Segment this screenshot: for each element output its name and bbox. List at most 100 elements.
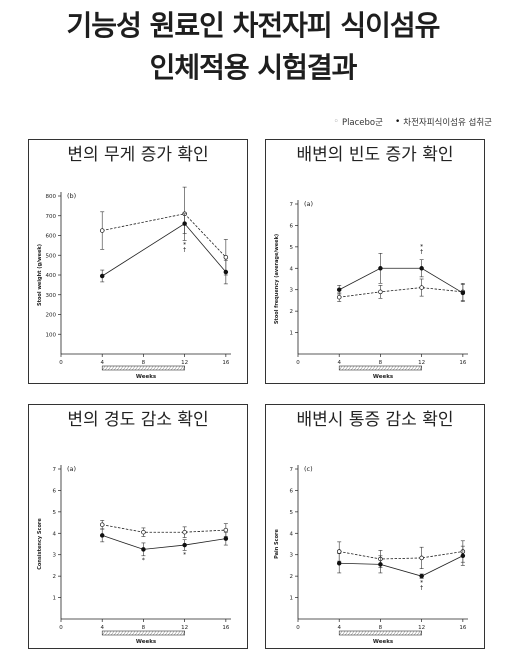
placebo-point [223,254,229,260]
significance-mark: † [183,246,186,253]
hatch-line [402,630,406,636]
hatch-line [120,365,124,371]
hatch-line [342,630,346,636]
treatment-point [223,536,229,541]
x-tick-label: 12 [181,625,188,631]
hatch-line [126,365,130,371]
y-tick-label: 4 [53,531,57,537]
hatch-line [378,630,382,636]
chart-panel-stool-weight: 변의 무게 증가 확인 (b) 100 200 300 400 500 600 700 800 0… [28,139,248,384]
y-tick-label: 300 [46,293,57,299]
legend-label-placebo: Placebo군 [341,118,383,128]
hatch-line [153,630,157,636]
hatch-line [123,630,127,636]
hatch-line [354,365,358,371]
hatch-line [360,365,364,371]
x-tick-label: 16 [222,360,229,366]
x-tick-label: 8 [142,360,146,366]
hatch-line [102,365,106,371]
treatment-line [339,555,464,577]
hatch-line [375,630,379,636]
significance-mark: † [420,249,423,256]
panel-label: (a) [67,465,76,473]
y-tick-label: 4 [290,266,294,272]
y-tick-label: 3 [290,288,294,294]
y-tick-label: 5 [290,245,294,251]
hatch-line [147,365,151,371]
hatch-line [390,630,394,636]
x-tick-label: 16 [222,625,229,631]
placebo-point [99,228,105,233]
placebo-point [419,555,424,561]
hatch-line [117,630,121,636]
hatch-line [387,365,391,371]
placebo-line [102,524,226,533]
hatch-line [180,365,184,371]
legend-label-treatment: 차전자피식이섬유 섭취군 [403,118,492,128]
hatch-line [168,630,172,636]
hatch-line [132,630,136,636]
hatch-line [144,630,148,636]
panel-label: (b) [67,192,76,200]
hatch-line [117,365,121,371]
hatch-line [114,365,118,371]
hatch-line [360,630,364,636]
y-tick-label: 400 [46,273,57,279]
treatment-point [336,287,342,292]
significance-mark: * [183,241,186,248]
hatch-line [159,630,163,636]
treatment-marker-icon: • [394,116,401,127]
hatch-line [363,365,367,371]
hatch-line [171,630,175,636]
significance-mark: * [420,579,423,586]
significance-mark: * [420,244,423,251]
y-tick-label: 1 [53,596,57,602]
hatch-line [345,630,349,636]
treatment-point [378,562,383,567]
y-tick-label: 3 [53,553,57,559]
hatch-line [414,365,418,371]
main-title-line-2: 인체적용 시험결과 [149,51,358,84]
treatment-line [102,535,226,550]
hatch-line [399,365,403,371]
hatch-line [147,630,151,636]
treatment-point [182,542,187,548]
legend-item-treatment: • 차전자피식이섬유 섭취군 [395,116,492,128]
x-tick-label: 8 [379,360,383,366]
x-axis-label: Weeks [373,639,394,645]
y-axis-label: Stool frequency (average/week) [274,234,280,324]
panel-title: 배변의 빈도 증가 확인 [296,145,454,165]
hatch-line [411,630,415,636]
hatch-line [351,365,355,371]
hatch-line [408,365,412,371]
hatch-line [399,630,403,636]
panel-label: (a) [304,200,313,208]
y-tick-label: 600 [46,234,57,240]
hatch-line [357,365,361,371]
hatch-line [339,630,343,636]
hatch-line [129,365,133,371]
y-tick-label: 1 [290,596,294,602]
hatch-line [177,365,181,371]
chart-panel-stool-frequency: 배변의 빈도 증가 확인 (a) 1 2 3 4 5 6 7 0 4 8 12 16 Weeks Stool… [265,139,485,384]
x-tick-label: 4 [337,625,341,631]
treatment-line [339,267,464,294]
placebo-point [141,529,146,535]
treatment-point [460,290,466,296]
legend-item-placebo: ◦ Placebo군 [334,116,383,128]
hatch-line [135,630,139,636]
treatment-period-bar [101,630,185,636]
y-axis-label: Consistency Score [37,518,43,570]
hatch-line [174,365,178,371]
treatment-point [141,547,146,552]
hatch-line [378,365,382,371]
x-tick-label: 16 [459,360,466,366]
y-tick-label: 2 [290,309,294,315]
placebo-marker-icon: ◦ [333,116,339,127]
hatch-line [369,630,373,636]
hatch-line [417,630,421,636]
treatment-point [223,269,229,275]
treatment-period-bar [338,630,422,636]
chart-panel-pain: 배변시 통증 감소 확인 (c) 1 2 3 4 5 6 7 0 4 8 12 16 Weeks Pain … [265,404,485,649]
